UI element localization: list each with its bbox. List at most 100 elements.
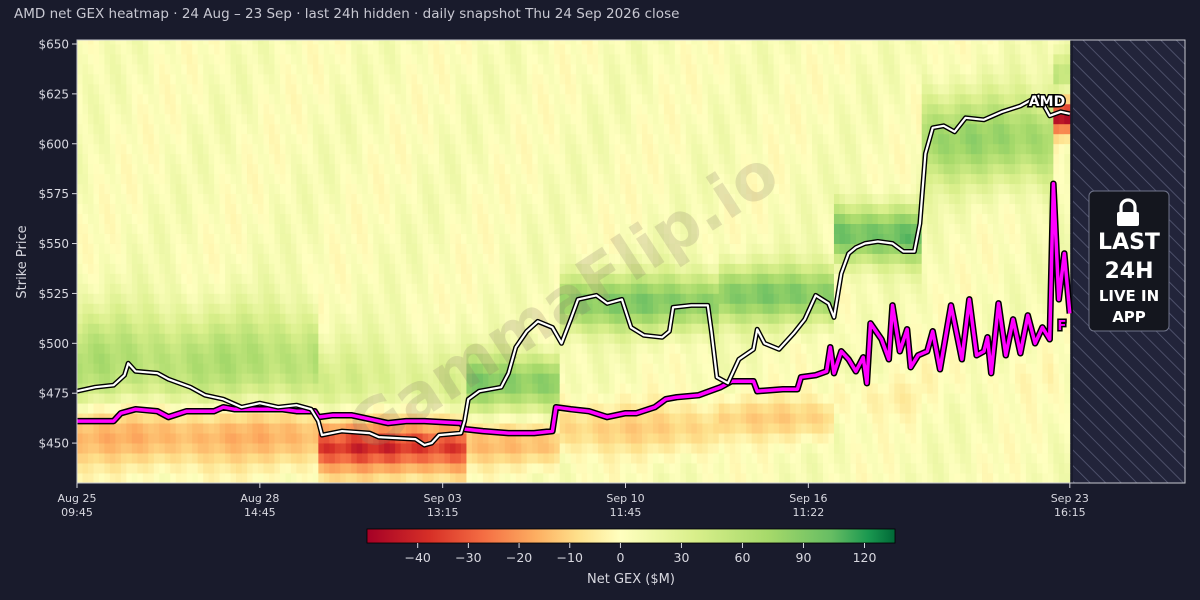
- heatmap-cell: [137, 233, 144, 244]
- heatmap-cell: [652, 133, 659, 145]
- heatmap-cell: [296, 413, 303, 424]
- heatmap-cell: [351, 143, 358, 155]
- heatmap-cell: [603, 133, 610, 145]
- heatmap-cell: [93, 423, 100, 434]
- heatmap-cell: [186, 213, 193, 224]
- heatmap-cell: [598, 203, 604, 215]
- heatmap-cell: [631, 63, 637, 75]
- heatmap-cell: [356, 313, 363, 324]
- heatmap-cell: [652, 343, 659, 354]
- heatmap-cell: [247, 133, 253, 145]
- heatmap-cell: [334, 183, 341, 195]
- heatmap-cell: [258, 363, 264, 374]
- heatmap-cell: [258, 353, 264, 364]
- heatmap-cell: [373, 343, 380, 354]
- heatmap-cell: [312, 273, 319, 284]
- heatmap-cell: [340, 113, 347, 125]
- heatmap-cell: [592, 383, 599, 394]
- heatmap-cell: [279, 273, 286, 284]
- heatmap-cell: [614, 323, 621, 334]
- heatmap-cell: [466, 383, 473, 394]
- heatmap-cell: [345, 473, 352, 483]
- heatmap-cell: [77, 233, 83, 244]
- heatmap-cell: [460, 363, 467, 374]
- heatmap-cell: [307, 313, 314, 324]
- heatmap-cell: [274, 40, 281, 45]
- heatmap-cell: [389, 363, 396, 374]
- heatmap-cell: [658, 383, 665, 394]
- heatmap-cell: [449, 273, 456, 284]
- heatmap-cell: [334, 383, 341, 394]
- heatmap-cell: [367, 393, 374, 404]
- heatmap-cell: [411, 173, 418, 185]
- heatmap-cell: [356, 93, 363, 105]
- heatmap-cell: [263, 203, 270, 215]
- heatmap-cell: [411, 233, 418, 244]
- heatmap-cell: [274, 143, 281, 155]
- heatmap-cell: [340, 223, 347, 234]
- heatmap-cell: [323, 133, 330, 145]
- heatmap-cell: [82, 263, 89, 274]
- heatmap-cell: [422, 203, 429, 215]
- heatmap-cell: [598, 233, 604, 244]
- heatmap-cell: [131, 453, 138, 464]
- heatmap-cell: [614, 93, 621, 105]
- heatmap-cell: [499, 453, 506, 464]
- heatmap-cell: [131, 253, 138, 264]
- heatmap-cell: [345, 453, 352, 464]
- heatmap-cell: [526, 413, 533, 424]
- heatmap-cell: [104, 323, 111, 334]
- heatmap-cell: [471, 403, 478, 414]
- heatmap-cell: [460, 123, 467, 135]
- heatmap-cell: [214, 313, 221, 324]
- heatmap-cell: [131, 153, 138, 165]
- heatmap-cell: [329, 153, 336, 165]
- heatmap-cell: [658, 313, 665, 324]
- heatmap-cell: [449, 473, 456, 483]
- heatmap-cell: [104, 163, 111, 175]
- heatmap-cell: [537, 313, 544, 324]
- heatmap-cell: [488, 173, 495, 185]
- heatmap-cell: [345, 243, 352, 254]
- heatmap-cell: [351, 153, 358, 165]
- heatmap-cell: [153, 163, 160, 175]
- heatmap-cell: [312, 383, 319, 394]
- heatmap-cell: [318, 363, 325, 374]
- heatmap-cell: [449, 113, 456, 125]
- heatmap-cell: [400, 313, 407, 324]
- heatmap-cell: [631, 473, 637, 483]
- heatmap-cell: [581, 353, 588, 364]
- heatmap-cell: [247, 83, 253, 95]
- heatmap-cell: [647, 223, 654, 234]
- heatmap-cell: [674, 263, 681, 274]
- heatmap-cell: [208, 363, 215, 374]
- heatmap-cell: [170, 423, 177, 434]
- heatmap-cell: [159, 173, 166, 185]
- heatmap-cell: [636, 293, 643, 304]
- heatmap-cell: [77, 403, 83, 414]
- heatmap-cell: [290, 423, 297, 434]
- heatmap-cell: [279, 133, 286, 145]
- heatmap-cell: [532, 423, 539, 434]
- heatmap-cell: [378, 73, 385, 85]
- heatmap-cell: [422, 423, 429, 434]
- heatmap-cell: [312, 283, 319, 294]
- heatmap-cell: [82, 253, 89, 264]
- heatmap-cell: [406, 173, 412, 185]
- heatmap-cell: [614, 133, 621, 145]
- heatmap-cell: [274, 473, 281, 483]
- heatmap-cell: [444, 443, 451, 454]
- heatmap-cell: [559, 283, 566, 294]
- heatmap-cell: [219, 283, 226, 294]
- heatmap-cell: [214, 243, 221, 254]
- heatmap-cell: [142, 40, 149, 45]
- heatmap-cell: [598, 313, 604, 324]
- heatmap-cell: [652, 263, 659, 274]
- heatmap-cell: [268, 153, 275, 165]
- heatmap-cell: [82, 53, 89, 65]
- heatmap-cell: [148, 333, 155, 344]
- heatmap-cell: [334, 473, 341, 483]
- heatmap-cell: [87, 193, 94, 205]
- heatmap-cell: [126, 93, 133, 105]
- heatmap-cell: [181, 153, 188, 165]
